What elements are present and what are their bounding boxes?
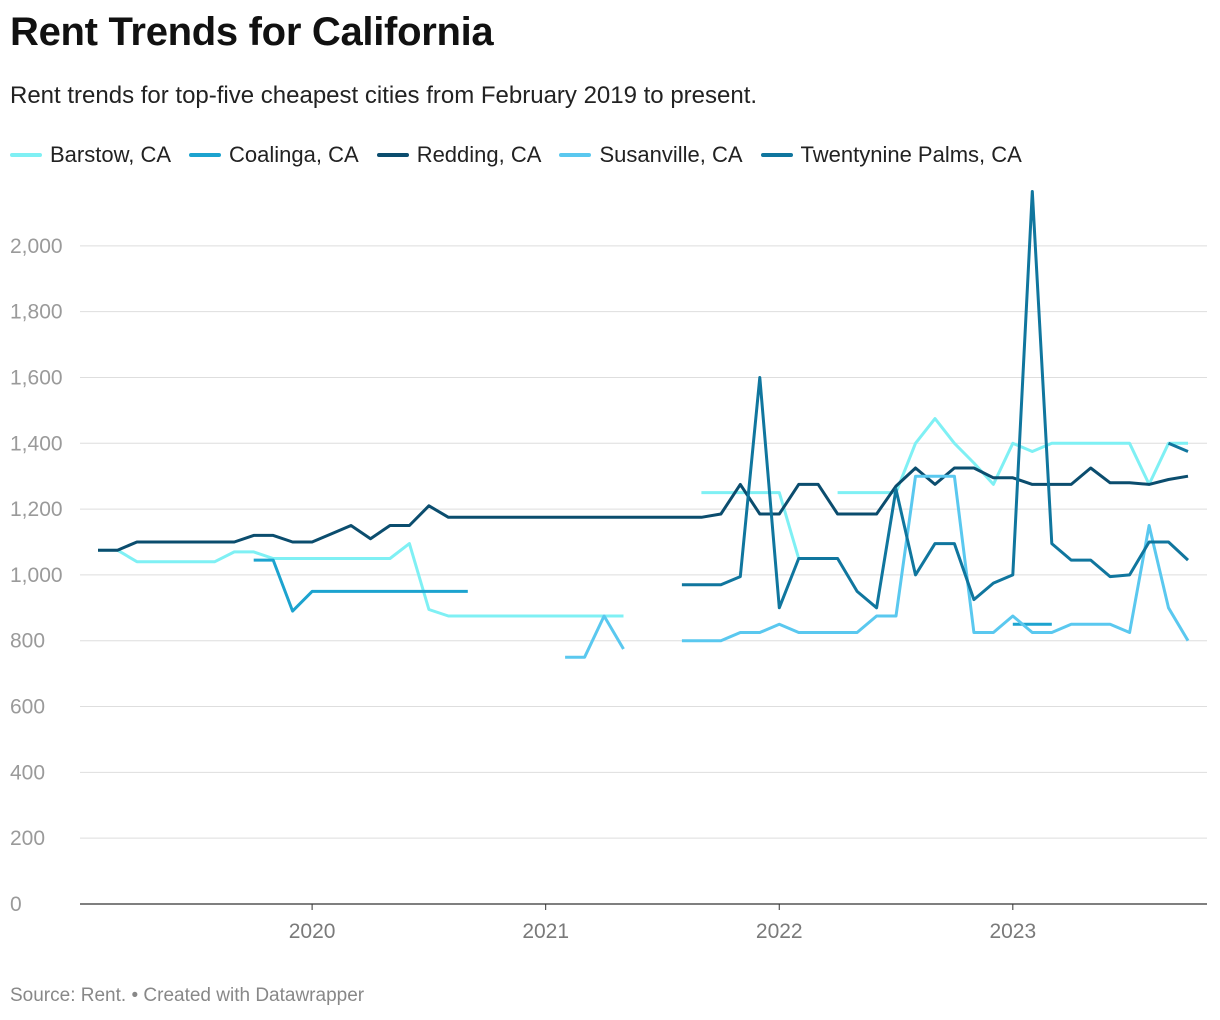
grid-lines: [80, 245, 1207, 905]
y-tick-label-800: 800: [10, 630, 45, 653]
series-line-redding-ca: [98, 466, 1189, 552]
chart-footer: Source: Rent. • Created with Datawrapper: [10, 985, 364, 1007]
legend-item-twentynine-palms-ca: Twentynine Palms, CA: [760, 142, 1022, 168]
legend-item-susanville-ca: Susanville, CA: [559, 142, 743, 168]
series-lines: [98, 190, 1190, 659]
legend-label: Barstow, CA: [50, 142, 172, 167]
series-line-twentynine-palms-ca: [681, 190, 1190, 610]
chart-title: Rent Trends for California: [10, 10, 494, 54]
legend-label: Twentynine Palms, CA: [800, 142, 1022, 167]
y-tick-label-2000: 2,000: [10, 235, 63, 258]
footer-separator: •: [131, 985, 139, 1006]
series-line-susanville-ca: [565, 474, 1190, 659]
legend-swatch: [189, 153, 222, 157]
x-tick-label-2021: 2021: [522, 920, 569, 943]
credit-label[interactable]: Created with Datawrapper: [143, 985, 365, 1006]
x-tick-label-2020: 2020: [289, 920, 336, 943]
legend-swatch: [760, 153, 793, 157]
legend-swatch: [559, 153, 592, 157]
legend-label: Susanville, CA: [599, 142, 743, 167]
legend-item-redding-ca: Redding, CA: [376, 142, 542, 168]
y-tick-label-1800: 1,800: [10, 301, 63, 324]
source-label[interactable]: Source: Rent.: [10, 985, 127, 1006]
legend-swatch: [376, 153, 409, 157]
legend-item-coalinga-ca: Coalinga, CA: [189, 142, 359, 168]
y-tick-label-400: 400: [10, 761, 45, 784]
chart-legend: Barstow, CA Coalinga, CA Redding, CA Susanv…: [10, 142, 1040, 168]
line-chart: 0 200 400 600 800 1,000 1,200 1,400 1,600 1,800 2,…: [10, 190, 1207, 943]
legend-item-barstow-ca: Barstow, CA: [10, 142, 171, 168]
y-tick-label-0: 0: [10, 893, 22, 916]
y-tick-label-200: 200: [10, 827, 45, 850]
x-tick-label-2022: 2022: [756, 920, 803, 943]
y-axis-ticks: 0 200 400 600 800 1,000 1,200 1,400 1,600 1,800 2,…: [10, 235, 63, 916]
y-tick-label-1000: 1,000: [10, 564, 63, 587]
series-line-coalinga-ca: [253, 558, 1052, 626]
y-tick-label-600: 600: [10, 696, 45, 719]
legend-label: Coalinga, CA: [229, 142, 359, 167]
y-tick-label-1400: 1,400: [10, 432, 63, 455]
x-axis-ticks: 2020 2021 2022 2023: [289, 904, 1036, 943]
y-tick-label-1600: 1,600: [10, 366, 63, 389]
legend-swatch: [10, 153, 42, 157]
chart-subtitle: Rent trends for top-five cheapest cities…: [10, 82, 758, 109]
x-tick-label-2023: 2023: [989, 920, 1036, 943]
y-tick-label-1200: 1,200: [10, 498, 63, 521]
legend-label: Redding, CA: [416, 142, 542, 167]
